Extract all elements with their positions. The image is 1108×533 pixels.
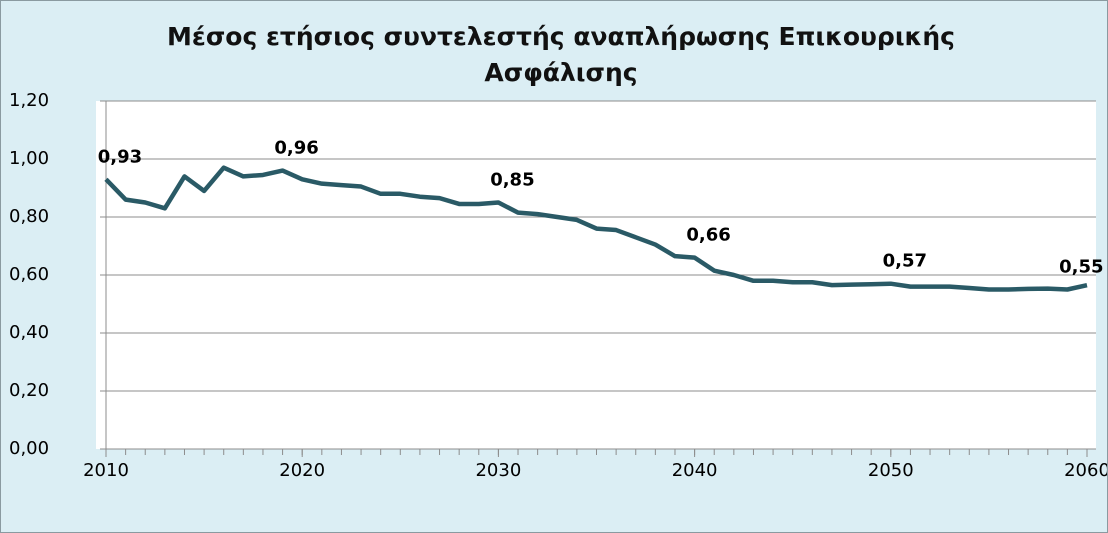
data-label: 0,55 xyxy=(1059,257,1103,278)
x-tick-label: 2050 xyxy=(868,460,914,481)
chart-title: Μέσος ετήσιος συντελεστής αναπλήρωσης Επ… xyxy=(167,22,955,87)
data-label: 0,96 xyxy=(274,138,318,159)
x-tick-label: 2020 xyxy=(279,460,325,481)
data-line xyxy=(104,165,1088,292)
y-tick-label: 0,40 xyxy=(9,322,49,343)
data-label: 0,93 xyxy=(98,146,142,167)
x-tick-label: 2010 xyxy=(83,460,129,481)
data-label: 0,85 xyxy=(490,170,534,191)
x-tick-label: 2030 xyxy=(475,460,521,481)
y-tick-label: 1,00 xyxy=(9,148,49,169)
data-label: 0,57 xyxy=(883,251,927,272)
data-label: 0,66 xyxy=(686,225,730,246)
x-tick-label: 2040 xyxy=(672,460,718,481)
x-tick-label: 2060 xyxy=(1064,460,1107,481)
y-tick-label: 0,80 xyxy=(9,206,49,227)
y-tick-label: 0,00 xyxy=(9,438,49,459)
y-tick-label: 1,20 xyxy=(9,90,49,111)
y-tick-label: 0,20 xyxy=(9,380,49,401)
y-tick-label: 0,60 xyxy=(9,264,49,285)
